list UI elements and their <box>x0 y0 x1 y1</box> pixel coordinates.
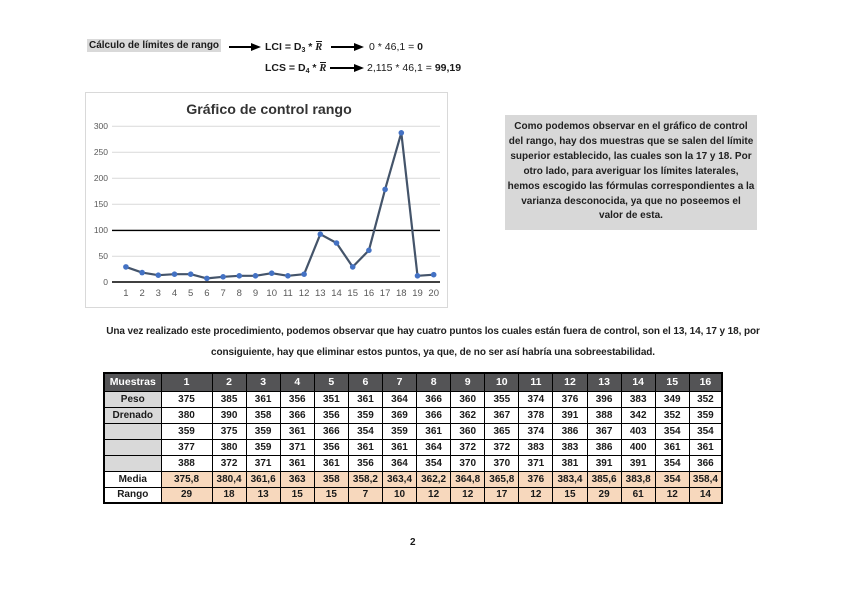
svg-text:Gráfico de control rango: Gráfico de control rango <box>186 102 352 118</box>
svg-text:3: 3 <box>156 288 161 299</box>
svg-text:13: 13 <box>315 288 326 299</box>
svg-text:9: 9 <box>253 288 258 299</box>
svg-text:17: 17 <box>380 288 391 299</box>
svg-text:11: 11 <box>283 288 293 299</box>
svg-text:16: 16 <box>364 288 375 299</box>
svg-text:12: 12 <box>299 288 310 299</box>
svg-text:50: 50 <box>99 251 109 261</box>
svg-text:20: 20 <box>428 288 439 299</box>
svg-text:10: 10 <box>266 288 277 299</box>
svg-text:4: 4 <box>172 288 177 299</box>
svg-text:100: 100 <box>94 225 108 235</box>
svg-text:150: 150 <box>94 199 108 209</box>
svg-text:250: 250 <box>94 147 108 157</box>
svg-text:19: 19 <box>412 288 423 299</box>
svg-text:7: 7 <box>220 288 225 299</box>
svg-text:8: 8 <box>237 288 242 299</box>
svg-text:200: 200 <box>94 173 108 183</box>
svg-text:18: 18 <box>396 288 407 299</box>
svg-text:15: 15 <box>347 288 358 299</box>
svg-text:2: 2 <box>139 288 144 299</box>
svg-text:0: 0 <box>103 277 108 287</box>
svg-text:1: 1 <box>123 288 128 299</box>
svg-text:300: 300 <box>94 121 108 131</box>
svg-text:6: 6 <box>204 288 209 299</box>
svg-text:5: 5 <box>188 288 193 299</box>
svg-text:14: 14 <box>331 288 342 299</box>
